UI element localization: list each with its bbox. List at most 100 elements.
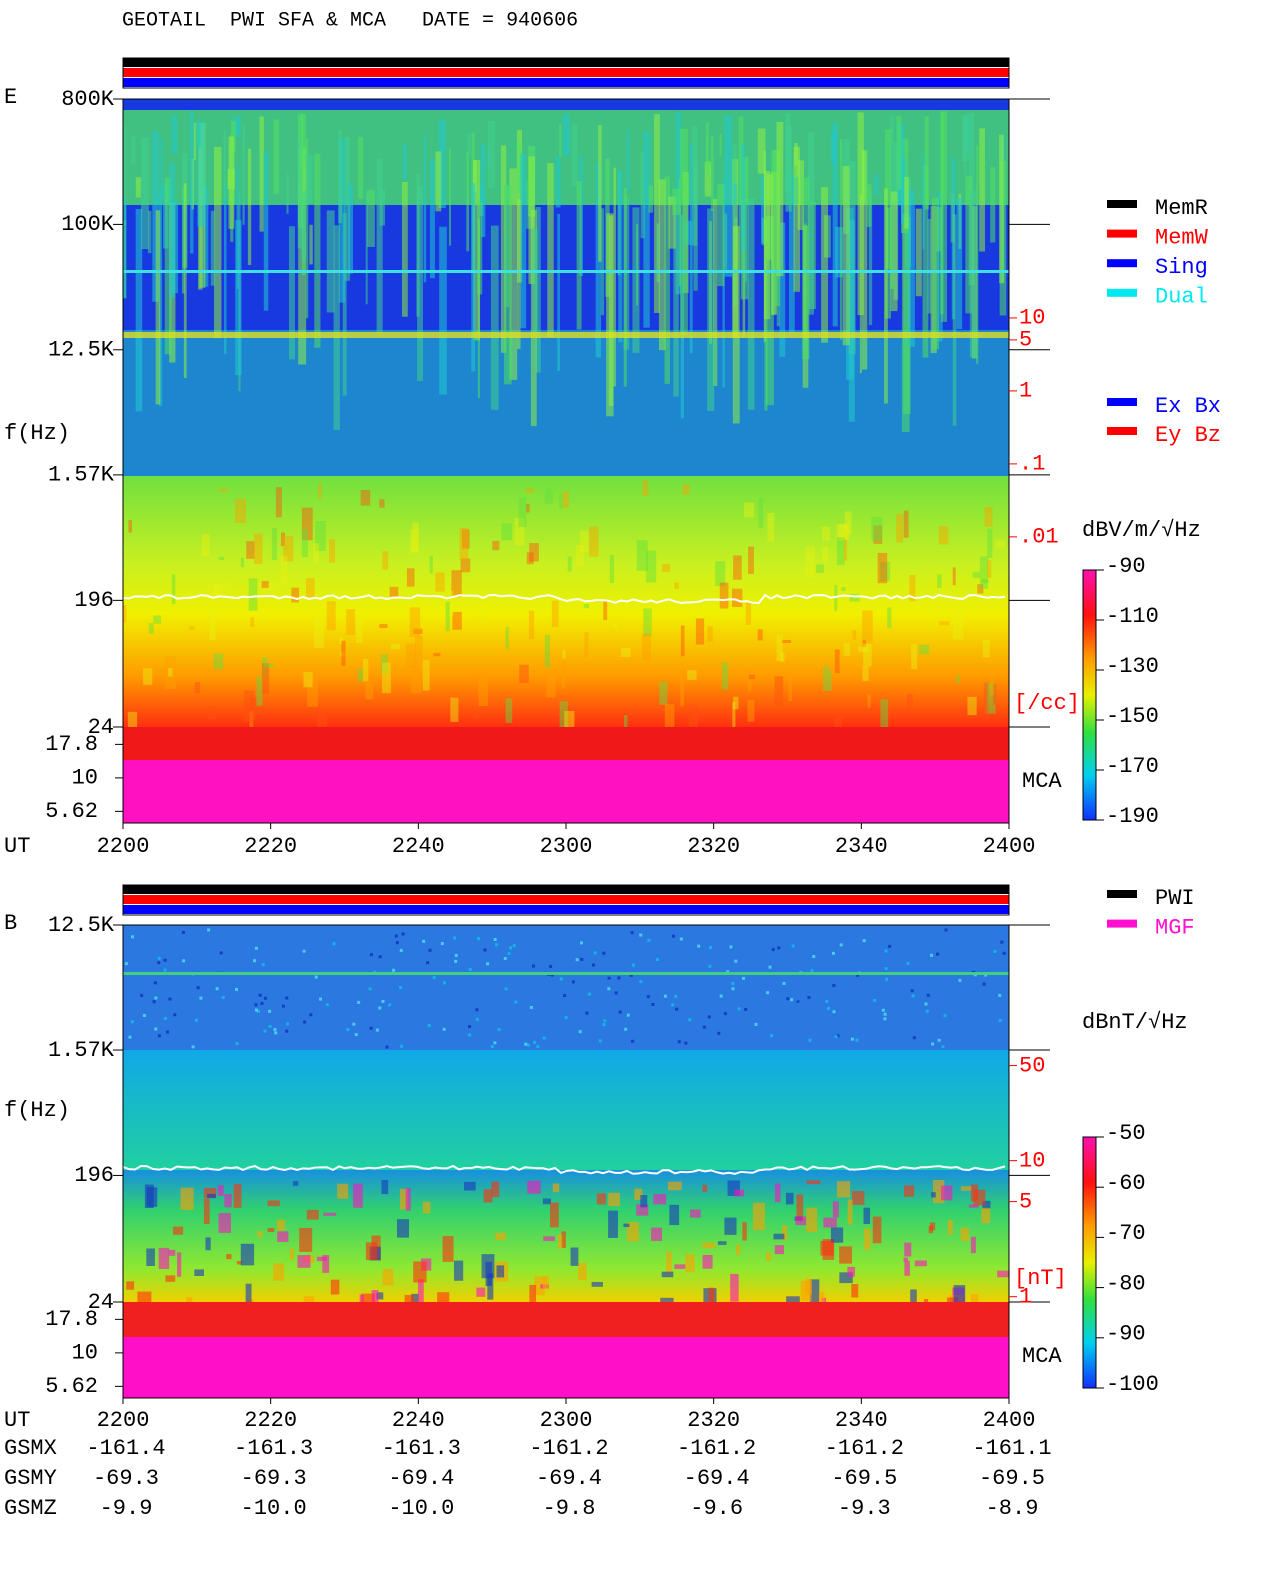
- spectrogram-band: [123, 1302, 1009, 1337]
- spectrogram-streak: [680, 625, 685, 657]
- spectrogram-streak: [301, 529, 308, 558]
- spectrogram-speck: [617, 976, 621, 980]
- spectrogram-streak: [379, 499, 385, 508]
- spectrogram-speck: [588, 992, 592, 996]
- spectrogram-speck: [929, 953, 933, 957]
- spectrogram-streak: [226, 1253, 232, 1260]
- spectrogram-streak: [433, 652, 441, 657]
- spectrogram-streak: [995, 540, 1006, 548]
- spectrogram-speck: [883, 1017, 887, 1021]
- spectrogram-speck: [575, 958, 579, 962]
- spectrogram-speck: [512, 944, 516, 948]
- mca-label: MCA: [1022, 1344, 1062, 1369]
- spectrogram-streak: [922, 164, 929, 358]
- spectrogram-streak: [514, 517, 525, 546]
- spectrogram-streak: [710, 136, 714, 212]
- status-bar: [123, 895, 1009, 904]
- spectrogram-speck: [618, 1010, 622, 1014]
- spectrogram-streak: [341, 640, 346, 666]
- spectrogram-streak: [871, 516, 883, 542]
- spectrogram-streak: [224, 1193, 232, 1208]
- spectrogram-streak: [989, 672, 994, 696]
- spectrogram-streak: [608, 1192, 620, 1207]
- spectrogram-streak: [141, 137, 149, 250]
- spectrogram-speck: [268, 1024, 272, 1028]
- spectrogram-streak: [634, 1188, 643, 1200]
- spectrogram-streak: [546, 678, 556, 698]
- y2-tick-label: .1: [1019, 452, 1045, 477]
- spectrogram-streak: [289, 1248, 294, 1260]
- spectrogram-speck: [632, 963, 636, 967]
- spectrogram-streak: [549, 1202, 559, 1228]
- spectrogram-streak: [492, 540, 500, 551]
- spectrogram-streak: [702, 1254, 713, 1269]
- mca-tick-label: 17.8: [45, 732, 98, 757]
- spectrogram-speck: [958, 978, 962, 982]
- x-tick-label: 2220: [244, 1408, 297, 1433]
- spectrogram-streak: [618, 170, 623, 343]
- spectrogram-speck: [533, 1040, 537, 1044]
- spectrogram-speck: [702, 1025, 706, 1029]
- spectrogram-streak: [217, 1185, 224, 1196]
- spectrogram-streak: [127, 711, 138, 737]
- spectrogram-streak: [999, 134, 1004, 284]
- spectrogram-streak: [823, 1217, 837, 1228]
- spectrogram-speck: [368, 987, 372, 991]
- spectrogram-speck: [215, 987, 219, 991]
- spectrogram-speck: [941, 1045, 945, 1049]
- spectrogram-speck: [354, 1033, 358, 1037]
- spectrogram-speck: [254, 946, 258, 950]
- spectrogram-streak: [941, 111, 948, 322]
- spectrogram-speck: [442, 981, 446, 985]
- spectrogram-speck: [542, 1036, 546, 1040]
- spectrogram-streak: [235, 498, 246, 524]
- y-tick-label: 196: [74, 1163, 114, 1188]
- spectrogram-streak: [261, 657, 268, 677]
- orbit-row-name: GSMX: [4, 1436, 57, 1461]
- spectrogram-speck: [598, 1039, 602, 1043]
- spectrogram-streak: [643, 131, 650, 328]
- spectrogram-streak: [786, 1296, 800, 1302]
- spectrogram-speck: [468, 1025, 472, 1029]
- spectrogram-streak: [879, 562, 891, 582]
- spectrogram-streak: [648, 185, 654, 213]
- spectrogram-streak: [724, 1217, 737, 1235]
- spectrogram-streak: [148, 623, 154, 634]
- spectrogram-speck: [791, 944, 795, 948]
- spectrogram-speck: [263, 996, 267, 1000]
- spectrogram-speck: [131, 935, 135, 939]
- spectrogram-streak: [450, 697, 459, 723]
- spectrogram-speck: [154, 996, 158, 1000]
- spectrogram-speck: [195, 1018, 199, 1022]
- spectrogram-streak: [567, 556, 572, 572]
- spectrogram-streak: [596, 1193, 607, 1205]
- spectrogram-streak: [733, 555, 742, 580]
- spectrogram-streak: [333, 225, 340, 431]
- spectrogram-streak: [640, 152, 645, 239]
- spectrogram-streak: [863, 1207, 871, 1224]
- spectrogram-streak: [822, 526, 830, 541]
- spectrogram-streak: [476, 1287, 486, 1297]
- spectrogram-streak: [347, 183, 354, 274]
- spectrogram-streak: [779, 222, 786, 357]
- spectrogram-streak: [857, 112, 864, 316]
- spectrogram-speck: [526, 1043, 530, 1047]
- spectrogram-streak: [972, 571, 981, 578]
- colorbar-tick-label: -110: [1106, 604, 1159, 629]
- spectrogram-speck: [401, 932, 405, 936]
- spectrogram-streak: [382, 551, 389, 570]
- spectrogram-streak: [165, 1275, 176, 1282]
- spectrogram-streak: [967, 696, 977, 716]
- spectrogram-streak: [956, 675, 960, 683]
- spectrogram-streak: [923, 1298, 929, 1302]
- spectrogram-streak: [301, 190, 307, 260]
- spectrogram-speck: [671, 1003, 675, 1007]
- spectrogram-streak: [382, 1268, 394, 1286]
- spectrogram-streak: [990, 167, 996, 243]
- spectrogram-speck: [603, 1019, 607, 1023]
- spectrogram-streak: [858, 646, 869, 652]
- x-tick-label: 2300: [540, 834, 593, 859]
- spectrogram-streak: [973, 1189, 986, 1206]
- spectrogram-speck: [157, 956, 161, 960]
- spectrogram-streak: [479, 591, 483, 621]
